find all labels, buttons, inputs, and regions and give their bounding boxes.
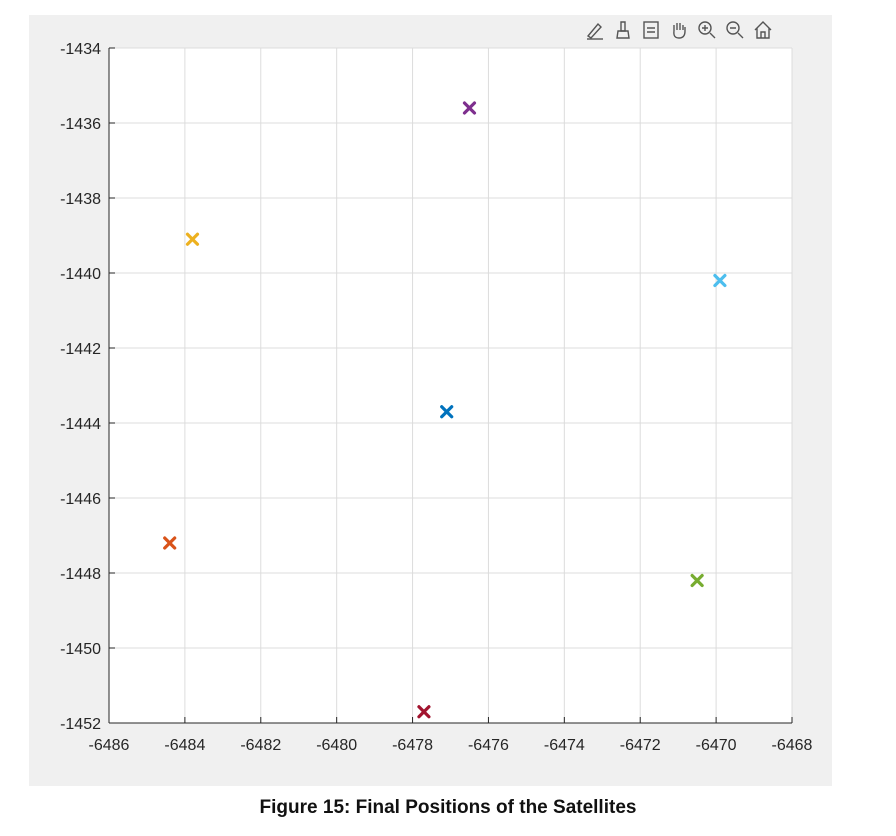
y-tick-label: -1446 <box>60 491 101 508</box>
y-tick-label: -1436 <box>60 116 101 133</box>
y-tick-label: -1448 <box>60 566 101 583</box>
data-point-marker[interactable] <box>185 232 200 246</box>
data-point-marker[interactable] <box>690 573 704 588</box>
brush-icon <box>612 19 634 46</box>
data-point-marker[interactable] <box>163 536 177 550</box>
x-tick-label: -6468 <box>772 737 813 754</box>
x-tick-label: -6482 <box>240 737 281 754</box>
data-point-marker[interactable] <box>713 273 727 288</box>
x-tick-label: -6478 <box>392 737 433 754</box>
data-point-marker[interactable] <box>440 405 454 419</box>
data-point-marker[interactable] <box>462 101 477 115</box>
x-tick-label: -6470 <box>696 737 737 754</box>
x-tick-label: -6480 <box>316 737 357 754</box>
axes <box>108 47 793 724</box>
hand-icon <box>668 19 690 46</box>
x-tick-label: -6474 <box>544 737 585 754</box>
y-tick-label: -1442 <box>60 341 101 358</box>
brush-button[interactable] <box>610 19 636 45</box>
x-tick-label: -6486 <box>89 737 130 754</box>
y-tick-label: -1440 <box>60 266 101 283</box>
pan-button[interactable] <box>666 19 692 45</box>
x-tick-label: -6484 <box>164 737 205 754</box>
data-point-marker[interactable] <box>417 705 431 719</box>
y-tick-label: -1438 <box>60 191 101 208</box>
export-icon <box>640 19 662 46</box>
x-tick-label: -6472 <box>620 737 661 754</box>
export-button[interactable] <box>638 19 664 45</box>
y-tick-labels: -1434 -1436 -1438 -1440 -1442 -1444 -1446 -1448… <box>60 41 101 733</box>
y-tick-label: -1452 <box>60 716 101 733</box>
figure-caption: Figure 15: Final Positions of the Satell… <box>259 797 637 818</box>
zoom-out-icon <box>724 19 746 46</box>
data-markers <box>163 101 727 719</box>
axes-toolbar <box>582 18 776 46</box>
y-tick-label: -1444 <box>60 416 101 433</box>
brush-pen-icon <box>584 19 606 46</box>
home-button[interactable] <box>750 19 776 45</box>
zoom-in-button[interactable] <box>694 19 720 45</box>
plot-area[interactable] <box>109 48 792 723</box>
y-tick-label: -1434 <box>60 41 101 58</box>
y-tick-label: -1450 <box>60 641 101 658</box>
home-icon <box>752 19 774 46</box>
zoom-in-icon <box>696 19 718 46</box>
x-tick-label: -6476 <box>468 737 509 754</box>
data-tips-button[interactable] <box>582 19 608 45</box>
zoom-out-button[interactable] <box>722 19 748 45</box>
x-tick-labels: -6486 -6484 -6482 -6480 -6478 -6476 -6474 -6472… <box>89 737 813 754</box>
